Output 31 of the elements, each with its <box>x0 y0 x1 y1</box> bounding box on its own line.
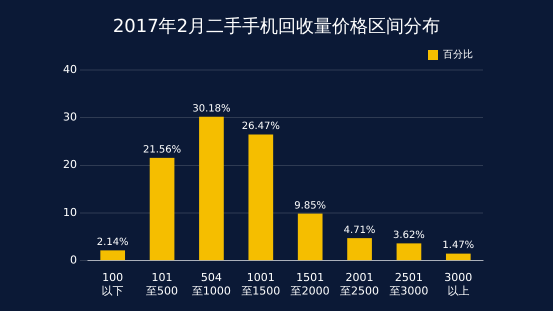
data-label: 4.71% <box>344 224 376 236</box>
y-tick-label: 10 <box>62 206 77 219</box>
bar <box>446 254 471 260</box>
x-tick-label: 1501 至2000 <box>290 271 330 298</box>
x-tick-label: 100 以下 <box>102 271 124 298</box>
data-label: 1.47% <box>442 240 474 252</box>
y-tick-label: 30 <box>62 110 77 124</box>
bar <box>199 116 224 260</box>
x-tick-label: 1001 至1500 <box>241 271 280 298</box>
y-tick-label: 40 <box>62 62 77 76</box>
bar <box>347 238 372 260</box>
bar <box>298 214 323 260</box>
bar <box>248 134 274 260</box>
data-label: 9.85% <box>294 200 326 212</box>
bar <box>150 158 174 260</box>
x-tick-label: 3000 以上 <box>444 271 472 298</box>
x-tick-label: 504 至1000 <box>192 271 231 298</box>
legend-label: 百分比 <box>443 48 473 61</box>
data-label: 30.18% <box>192 103 231 114</box>
x-tick-label: 2001 至2500 <box>340 271 380 298</box>
data-label: 26.47% <box>242 121 280 132</box>
y-tick-label: 0 <box>70 253 77 266</box>
bar <box>396 243 422 260</box>
data-label: 3.62% <box>393 230 425 241</box>
x-tick-label: 101 至500 <box>146 271 178 298</box>
data-label: 2.14% <box>96 236 129 248</box>
y-tick-label: 20 <box>62 158 77 172</box>
data-label: 21.56% <box>142 144 182 156</box>
chart-title: 2017年2月二手手机回收量价格区间分布 <box>112 15 442 38</box>
x-tick-label: 2501 至3000 <box>389 271 428 298</box>
bar <box>100 250 126 260</box>
